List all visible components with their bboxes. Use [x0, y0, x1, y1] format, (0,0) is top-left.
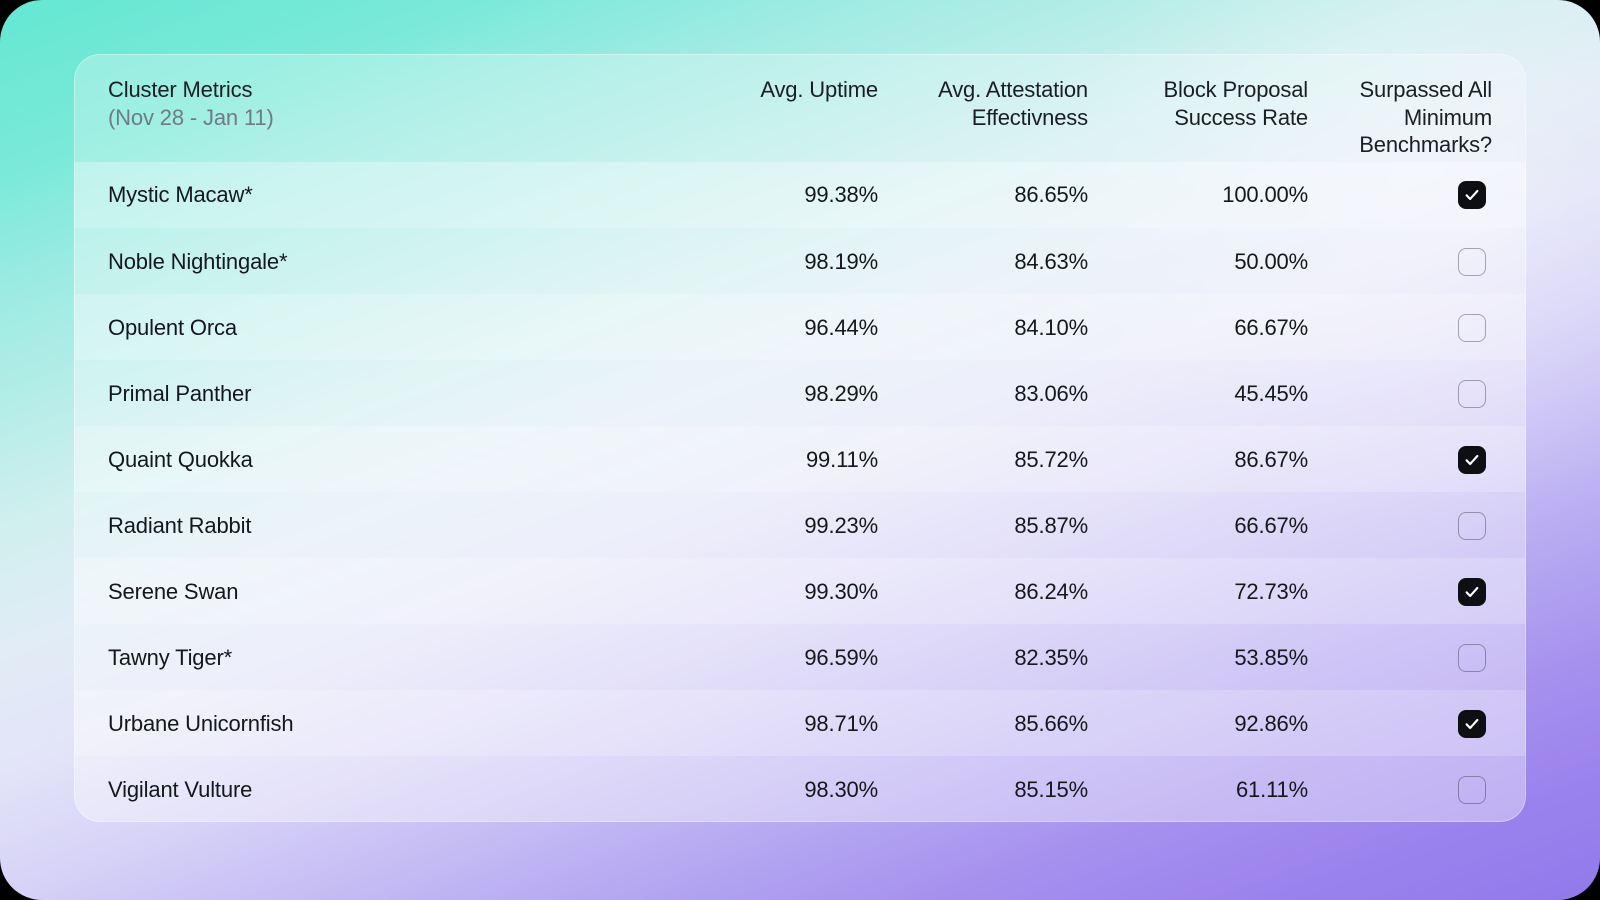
- cell-name: Noble Nightingale*: [108, 249, 668, 275]
- cell-uptime: 98.29%: [668, 381, 878, 407]
- cell-name: Mystic Macaw*: [108, 182, 668, 208]
- checkbox-empty-icon: [1458, 380, 1486, 408]
- cell-proposal: 86.67%: [1088, 447, 1308, 473]
- table-row: Quaint Quokka99.11%85.72%86.67%: [74, 426, 1526, 492]
- check-icon: [1458, 710, 1486, 738]
- checkbox-empty-icon: [1458, 776, 1486, 804]
- table-row: Serene Swan99.30%86.24%72.73%: [74, 558, 1526, 624]
- cell-attestation: 85.66%: [878, 711, 1088, 737]
- col-header-uptime: Avg. Uptime: [668, 76, 878, 104]
- cell-proposal: 45.45%: [1088, 381, 1308, 407]
- table-row: Primal Panther98.29%83.06%45.45%: [74, 360, 1526, 426]
- cell-uptime: 99.38%: [668, 182, 878, 208]
- col-header-passed: Surpassed All Minimum Benchmarks?: [1308, 76, 1492, 159]
- table-row: Urbane Unicornfish98.71%85.66%92.86%: [74, 690, 1526, 756]
- check-icon: [1458, 578, 1486, 606]
- cell-attestation: 84.63%: [878, 249, 1088, 275]
- cell-passed: [1308, 380, 1492, 408]
- cell-uptime: 99.11%: [668, 447, 878, 473]
- table-subtitle: (Nov 28 - Jan 11): [108, 105, 274, 130]
- cell-proposal: 92.86%: [1088, 711, 1308, 737]
- cell-attestation: 86.24%: [878, 579, 1088, 605]
- cell-proposal: 53.85%: [1088, 645, 1308, 671]
- cell-uptime: 99.30%: [668, 579, 878, 605]
- cell-uptime: 98.30%: [668, 777, 878, 803]
- cell-attestation: 86.65%: [878, 182, 1088, 208]
- checkbox-empty-icon: [1458, 644, 1486, 672]
- checkbox-empty-icon: [1458, 314, 1486, 342]
- check-icon: [1458, 181, 1486, 209]
- metrics-card: Cluster Metrics (Nov 28 - Jan 11) Avg. U…: [0, 0, 1600, 900]
- cell-attestation: 85.15%: [878, 777, 1088, 803]
- cell-uptime: 96.44%: [668, 315, 878, 341]
- table-row: Tawny Tiger*96.59%82.35%53.85%: [74, 624, 1526, 690]
- cell-passed: [1308, 644, 1492, 672]
- col-header-attestation: Avg. Attestation Effectivness: [878, 76, 1088, 131]
- table-body: Mystic Macaw*99.38%86.65%100.00%Noble Ni…: [74, 162, 1526, 822]
- cell-proposal: 66.67%: [1088, 315, 1308, 341]
- cell-name: Radiant Rabbit: [108, 513, 668, 539]
- table-row: Vigilant Vulture98.30%85.15%61.11%: [74, 756, 1526, 822]
- cell-passed: [1308, 512, 1492, 540]
- cell-name: Primal Panther: [108, 381, 668, 407]
- table-row: Mystic Macaw*99.38%86.65%100.00%: [74, 162, 1526, 228]
- cell-attestation: 84.10%: [878, 315, 1088, 341]
- cell-proposal: 61.11%: [1088, 777, 1308, 803]
- table-header: Cluster Metrics (Nov 28 - Jan 11) Avg. U…: [74, 54, 1526, 162]
- cell-attestation: 85.72%: [878, 447, 1088, 473]
- cell-attestation: 85.87%: [878, 513, 1088, 539]
- cell-uptime: 96.59%: [668, 645, 878, 671]
- cell-name: Urbane Unicornfish: [108, 711, 668, 737]
- cell-proposal: 50.00%: [1088, 249, 1308, 275]
- metrics-table: Cluster Metrics (Nov 28 - Jan 11) Avg. U…: [74, 54, 1526, 822]
- cell-proposal: 66.67%: [1088, 513, 1308, 539]
- cell-passed: [1308, 181, 1492, 209]
- cell-attestation: 82.35%: [878, 645, 1088, 671]
- cell-name: Serene Swan: [108, 579, 668, 605]
- cell-passed: [1308, 710, 1492, 738]
- cell-uptime: 98.71%: [668, 711, 878, 737]
- cell-name: Vigilant Vulture: [108, 777, 668, 803]
- cell-name: Quaint Quokka: [108, 447, 668, 473]
- cell-proposal: 72.73%: [1088, 579, 1308, 605]
- table-title: Cluster Metrics: [108, 77, 252, 102]
- cell-name: Tawny Tiger*: [108, 645, 668, 671]
- col-header-name: Cluster Metrics (Nov 28 - Jan 11): [108, 76, 668, 131]
- cell-name: Opulent Orca: [108, 315, 668, 341]
- table-row: Radiant Rabbit99.23%85.87%66.67%: [74, 492, 1526, 558]
- cell-uptime: 98.19%: [668, 249, 878, 275]
- cell-passed: [1308, 578, 1492, 606]
- check-icon: [1458, 446, 1486, 474]
- cell-passed: [1308, 314, 1492, 342]
- cell-passed: [1308, 446, 1492, 474]
- cell-attestation: 83.06%: [878, 381, 1088, 407]
- table-row: Opulent Orca96.44%84.10%66.67%: [74, 294, 1526, 360]
- cell-proposal: 100.00%: [1088, 182, 1308, 208]
- table-row: Noble Nightingale*98.19%84.63%50.00%: [74, 228, 1526, 294]
- checkbox-empty-icon: [1458, 512, 1486, 540]
- col-header-proposal: Block Proposal Success Rate: [1088, 76, 1308, 131]
- checkbox-empty-icon: [1458, 248, 1486, 276]
- cell-uptime: 99.23%: [668, 513, 878, 539]
- cell-passed: [1308, 776, 1492, 804]
- cell-passed: [1308, 248, 1492, 276]
